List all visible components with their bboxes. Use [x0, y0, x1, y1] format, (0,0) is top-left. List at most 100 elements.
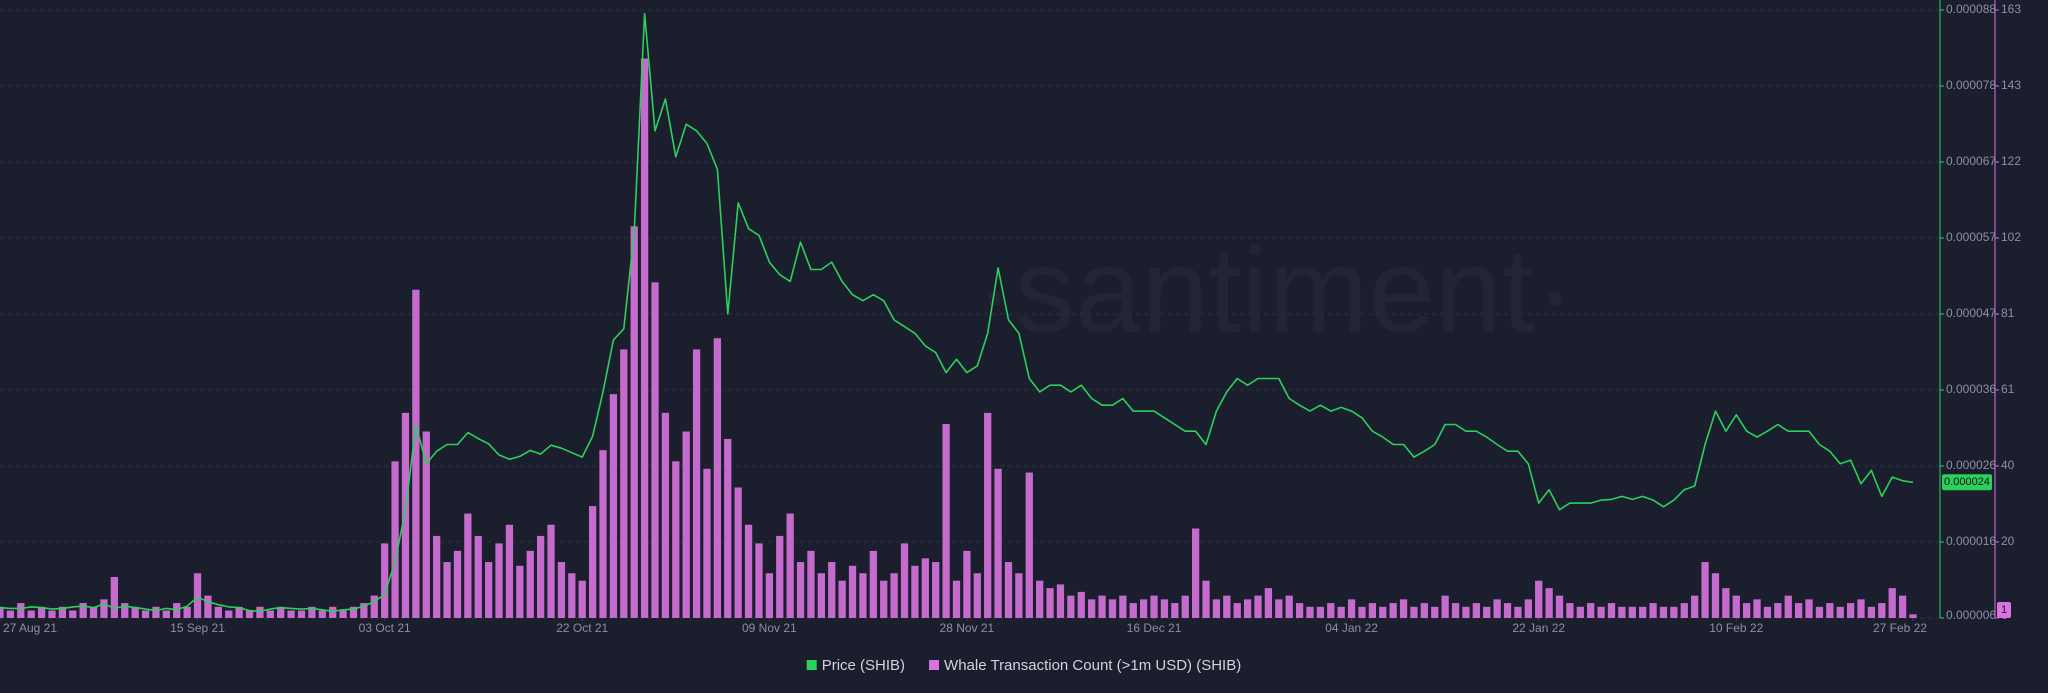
y2-tick-label: 20 [2001, 534, 2015, 548]
bar [557, 562, 566, 618]
bar [1212, 599, 1221, 618]
bar [193, 573, 202, 618]
bar [869, 550, 877, 618]
bar [1711, 573, 1720, 618]
bar [1857, 599, 1865, 618]
bar [1503, 603, 1512, 618]
bar [1743, 603, 1751, 618]
bar [1202, 580, 1210, 618]
bar [1243, 599, 1252, 618]
y2-tick-label: 40 [2001, 458, 2015, 472]
bar [1015, 573, 1023, 618]
bar [1659, 606, 1668, 618]
bar [48, 610, 56, 618]
y2-tick-label: 143 [2001, 78, 2021, 92]
bar [1649, 603, 1657, 618]
bar [1587, 603, 1595, 618]
bar [318, 610, 326, 618]
bar [734, 487, 742, 618]
bar [1462, 606, 1470, 618]
bar [433, 535, 441, 618]
bar [1285, 595, 1293, 618]
bar [1316, 606, 1325, 618]
y-tick-label: 0.000036 [1946, 382, 1996, 396]
bar [245, 610, 254, 618]
bar [692, 349, 701, 618]
bar [1160, 599, 1169, 618]
bar [453, 550, 462, 618]
bar [1618, 606, 1626, 618]
bar [287, 610, 295, 618]
bar [682, 431, 690, 618]
bar [1815, 606, 1824, 618]
bar [1108, 599, 1117, 618]
bar [547, 524, 555, 618]
legend: Price (SHIB) Whale Transaction Count (>1m… [806, 657, 1241, 674]
bar [1836, 606, 1844, 618]
bar [1233, 603, 1241, 618]
y2-tick-label: 163 [2001, 2, 2021, 16]
bar [1691, 595, 1699, 618]
bar [661, 412, 670, 618]
x-tick-label: 16 Dec 21 [1127, 621, 1182, 635]
bar [672, 461, 680, 618]
bar [1140, 599, 1148, 618]
bar [911, 565, 919, 618]
bar [516, 565, 524, 618]
bar [588, 506, 597, 618]
bar [963, 550, 971, 618]
bar [443, 562, 451, 618]
y-tick-label: 0.000078 [1946, 78, 1996, 92]
bar [1327, 603, 1335, 618]
y-tick-label: 0.000088 [1946, 2, 1996, 16]
bar [1846, 603, 1855, 618]
bar [277, 606, 285, 618]
bar [1753, 599, 1761, 618]
x-tick-label: 15 Sep 21 [170, 621, 225, 635]
bar [485, 562, 493, 618]
bar [1867, 606, 1876, 618]
bar [214, 606, 222, 618]
bar [339, 610, 347, 618]
bar [932, 562, 940, 618]
bar [225, 610, 233, 618]
bar [786, 513, 794, 618]
bar [1337, 606, 1345, 618]
legend-label: Whale Transaction Count (>1m USD) (SHIB) [944, 657, 1241, 674]
bar [412, 289, 420, 618]
bar [765, 573, 773, 618]
bar [1524, 599, 1532, 618]
bar [703, 468, 711, 618]
bar [1077, 591, 1085, 618]
bar [1046, 588, 1054, 618]
bar [1056, 584, 1065, 618]
bar [1254, 595, 1262, 618]
bar [1597, 606, 1605, 618]
bar [1171, 603, 1179, 618]
bar [848, 565, 857, 618]
bar [235, 606, 243, 618]
bar [838, 580, 846, 618]
y-tick-label: 0.000026 [1946, 458, 1996, 472]
bar [1909, 614, 1917, 618]
bar [620, 349, 628, 618]
bar [807, 550, 815, 618]
bar [1514, 606, 1522, 618]
bar [370, 595, 378, 618]
bar [1774, 603, 1782, 618]
bar [1535, 580, 1543, 618]
bar [474, 535, 482, 618]
bar [984, 412, 992, 618]
bar [0, 606, 4, 618]
bar [422, 431, 430, 618]
bar [536, 535, 545, 618]
bar [1129, 603, 1137, 618]
bar [1701, 562, 1709, 618]
bar [1566, 603, 1574, 618]
y-tick-label: 0.000047 [1946, 306, 1996, 320]
bar [464, 513, 472, 618]
bar [495, 543, 503, 618]
bar [1472, 603, 1480, 618]
bar [1607, 603, 1616, 618]
